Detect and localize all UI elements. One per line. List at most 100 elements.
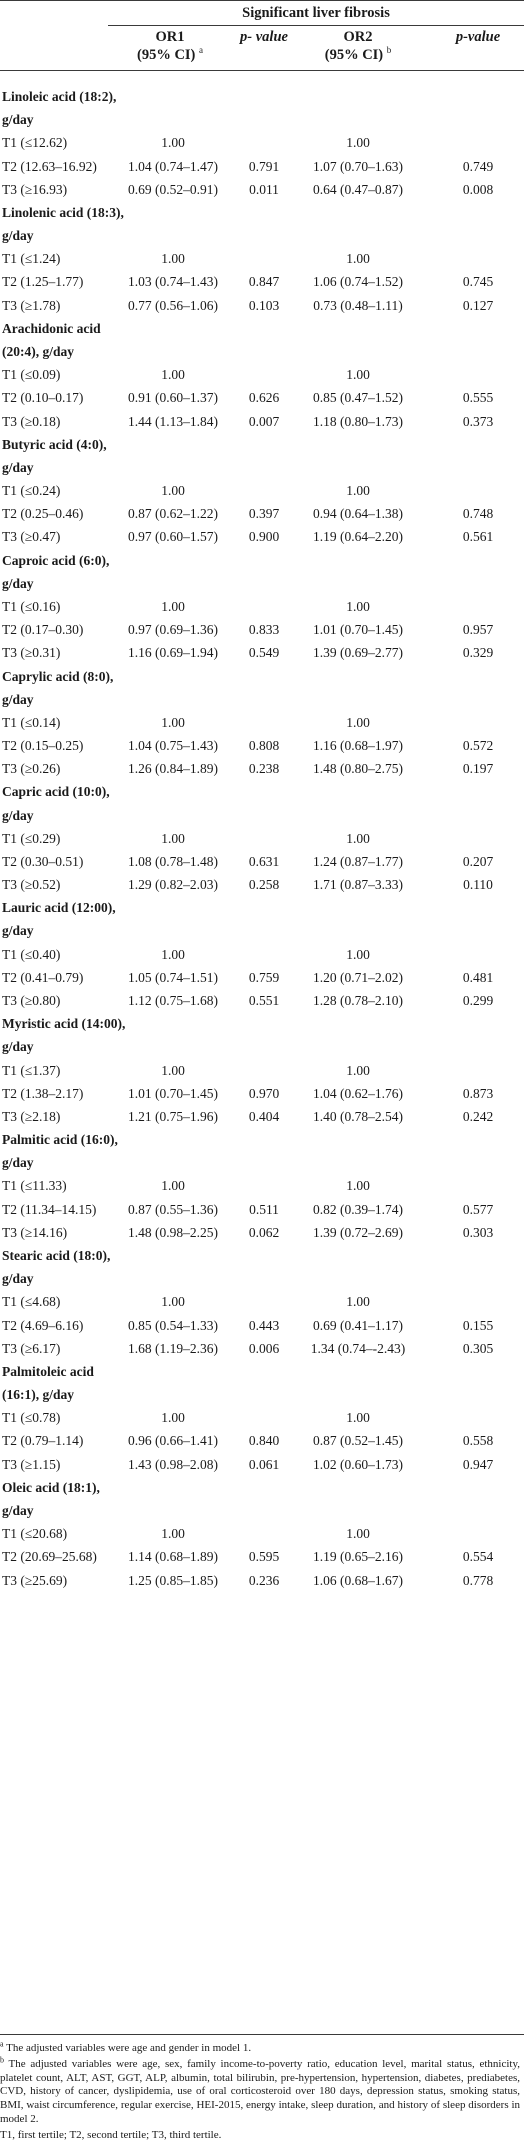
or1-value: 1.14 (0.68–1.89) — [128, 1549, 218, 1565]
row-label: T3 (≥0.18) — [2, 413, 61, 429]
row-label: T2 (0.30–0.51) — [2, 853, 84, 869]
or2-value: 1.00 — [346, 483, 370, 499]
p2-value: 0.373 — [462, 413, 494, 429]
p2-value: 0.748 — [462, 506, 494, 522]
p2-value: 0.329 — [462, 645, 494, 661]
p1-value: 0.900 — [248, 529, 280, 545]
or2-value: 1.00 — [346, 1410, 370, 1426]
table-top-rule — [0, 0, 524, 1]
or2-value: 0.85 (0.47–1.52) — [313, 390, 403, 406]
row-label: T1 (≤0.14) — [2, 714, 61, 730]
or2-value: 0.69 (0.41–1.17) — [313, 1317, 403, 1333]
or1-value: 1.00 — [161, 714, 185, 730]
or2-value: 1.19 (0.64–2.20) — [313, 529, 403, 545]
row-label: T1 (≤0.78) — [2, 1410, 61, 1426]
group-header: Significant liver fibrosis — [242, 5, 390, 21]
group-header-rule — [108, 25, 524, 26]
section-title: Arachidonic acid — [2, 320, 101, 336]
p2-value: 0.561 — [462, 529, 494, 545]
row-label: T2 (0.79–1.14) — [2, 1433, 84, 1449]
or1-value: 0.77 (0.56–1.06) — [128, 297, 218, 313]
p1-value: 0.549 — [248, 645, 280, 661]
or2-value: 1.00 — [346, 135, 370, 151]
col-or2-line1: OR2 — [343, 29, 373, 45]
row-label: T2 (0.10–0.17) — [2, 390, 84, 406]
section-title: Myristic acid (14:00), — [2, 1016, 126, 1032]
or1-value: 1.00 — [161, 135, 185, 151]
or1-value: 1.43 (0.98–2.08) — [128, 1456, 218, 1472]
footnote-text: The adjusted variables were age and gend… — [6, 2042, 252, 2054]
or2-value: 0.73 (0.48–1.11) — [313, 297, 403, 313]
or2-value: 1.20 (0.71–2.02) — [313, 969, 403, 985]
or1-value: 1.00 — [161, 1410, 185, 1426]
or2-value: 1.00 — [346, 367, 370, 383]
row-label: T1 (≤0.16) — [2, 598, 61, 614]
p1-value: 0.631 — [248, 853, 280, 869]
p1-value: 0.833 — [248, 622, 280, 638]
or2-value: 1.06 (0.74–1.52) — [313, 274, 403, 290]
p1-value: 0.443 — [248, 1317, 280, 1333]
footnote: b The adjusted variables were age, sex, … — [0, 2056, 520, 2127]
row-label: T3 (≥0.52) — [2, 877, 61, 893]
p1-value: 0.808 — [248, 738, 280, 754]
row-label: T2 (20.69–25.68) — [2, 1549, 97, 1565]
row-label: T3 (≥0.31) — [2, 645, 61, 661]
footnote: T1, first tertile; T2, second tertile; T… — [0, 2129, 520, 2143]
or1-value: 1.01 (0.70–1.45) — [128, 1085, 218, 1101]
p2-value: 0.110 — [463, 877, 493, 893]
section-title: Oleic acid (18:1), — [2, 1479, 100, 1495]
section-title: g/day — [2, 923, 34, 939]
or2-value: 1.00 — [346, 1062, 370, 1078]
p1-value: 0.397 — [248, 506, 280, 522]
p1-value: 0.103 — [248, 297, 280, 313]
row-label: T1 (≤1.24) — [2, 251, 61, 267]
or2-value: 1.00 — [346, 598, 370, 614]
or1-value: 1.04 (0.75–1.43) — [128, 738, 218, 754]
row-label: T3 (≥16.93) — [2, 181, 68, 197]
or2-value: 1.39 (0.72–2.69) — [313, 1224, 403, 1240]
or2-value: 1.00 — [346, 251, 370, 267]
p1-value: 0.511 — [249, 1201, 279, 1217]
or2-value: 1.40 (0.78–2.54) — [313, 1108, 403, 1124]
or2-value: 1.01 (0.70–1.45) — [313, 622, 403, 638]
or2-value: 0.82 (0.39–1.74) — [313, 1201, 403, 1217]
section-title: g/day — [2, 1039, 34, 1055]
row-label: T3 (≥6.17) — [2, 1340, 61, 1356]
footnote-mark: a — [0, 2039, 4, 2049]
section-title: Capric acid (10:0), — [2, 784, 110, 800]
row-label: T1 (≤12.62) — [2, 135, 68, 151]
section-title: g/day — [2, 112, 34, 128]
col-or1-ci-header: (95% CI) a — [110, 46, 230, 64]
row-label: T1 (≤11.33) — [2, 1178, 67, 1194]
row-label: T1 (≤4.68) — [2, 1294, 61, 1310]
p1-value: 0.007 — [248, 413, 280, 429]
or1-value: 0.85 (0.54–1.33) — [128, 1317, 218, 1333]
section-title: (20:4), g/day — [2, 343, 74, 359]
p1-value: 0.791 — [248, 158, 280, 174]
table-bottom-rule — [0, 2034, 524, 2035]
or1-value: 1.03 (0.74–1.43) — [128, 274, 218, 290]
or2-value: 1.06 (0.68–1.67) — [313, 1572, 403, 1588]
p1-value: 0.404 — [248, 1108, 280, 1124]
table-footnotes: a The adjusted variables were age and ge… — [0, 2039, 520, 2145]
or2-value: 1.28 (0.78–2.10) — [313, 993, 403, 1009]
section-title: g/day — [2, 807, 34, 823]
p2-value: 0.558 — [462, 1433, 494, 1449]
or1-value: 1.44 (1.13–1.84) — [128, 413, 218, 429]
or1-value: 1.48 (0.98–2.25) — [128, 1224, 218, 1240]
p1-value: 0.061 — [248, 1456, 280, 1472]
or2-value: 1.24 (0.87–1.77) — [313, 853, 403, 869]
section-title: Butyric acid (4:0), — [2, 436, 107, 452]
p2-value: 0.305 — [462, 1340, 494, 1356]
section-title: Linoleic acid (18:2), — [2, 89, 117, 104]
or1-value: 1.00 — [161, 1526, 185, 1542]
footnote-text: The adjusted variables were age, sex, fa… — [0, 2057, 520, 2125]
section-title: Lauric acid (12:00), — [2, 900, 116, 916]
or2-value: 1.02 (0.60–1.73) — [313, 1456, 403, 1472]
row-label: T2 (4.69–6.16) — [2, 1317, 84, 1333]
row-label: T2 (11.34–14.15) — [2, 1201, 97, 1217]
or1-value: 1.08 (0.78–1.48) — [128, 853, 218, 869]
row-label: T3 (≥14.16) — [2, 1224, 68, 1240]
p1-value: 0.626 — [248, 390, 280, 406]
or2-value: 1.19 (0.65–2.16) — [313, 1549, 403, 1565]
